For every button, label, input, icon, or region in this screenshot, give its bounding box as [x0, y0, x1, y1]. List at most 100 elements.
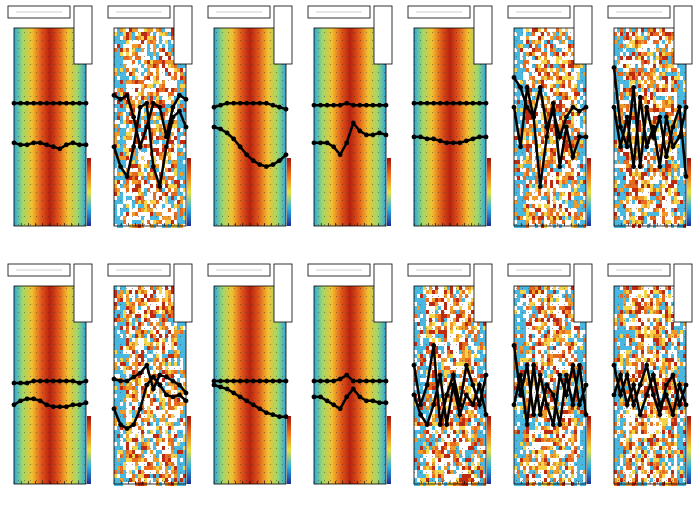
profile-point: [224, 130, 230, 136]
profile-point: [418, 100, 423, 106]
profile-point: [218, 102, 223, 108]
profile-point: [177, 92, 182, 98]
profile-point: [83, 378, 89, 384]
profile-point: [24, 396, 30, 402]
profile-point: [263, 164, 269, 170]
profile-point: [18, 142, 23, 148]
profile-point: [577, 134, 582, 140]
profile-point: [583, 104, 589, 110]
profile-point: [277, 104, 282, 110]
profile-point: [170, 114, 176, 120]
profile-point: [531, 114, 537, 120]
profile-point: [83, 142, 89, 148]
profile-point: [418, 134, 423, 140]
profile-point: [411, 100, 417, 106]
profile-point: [483, 100, 489, 106]
profile-point: [518, 85, 523, 90]
profile-point: [463, 100, 469, 106]
profile-point: [57, 404, 63, 410]
profile-point: [18, 100, 23, 106]
profile-point: [244, 152, 250, 158]
profile-point: [357, 102, 363, 108]
profile-point: [324, 140, 330, 146]
profile-point: [31, 378, 37, 384]
profile-point: [50, 404, 56, 410]
profile-point: [457, 140, 463, 146]
profile-point: [524, 85, 530, 90]
profile-point: [337, 152, 343, 158]
profile-point: [570, 104, 576, 110]
stats-box: [73, 263, 93, 323]
profile-point: [124, 174, 130, 179]
profile-point: [11, 402, 17, 408]
profile-point: [577, 108, 582, 114]
palette: [87, 158, 91, 226]
profile-point: [157, 184, 163, 189]
profile-point: [611, 104, 617, 110]
profile-point: [344, 100, 350, 106]
palette: [87, 416, 91, 484]
profile-point: [137, 104, 143, 110]
profile-point: [683, 104, 689, 110]
profile-point: [250, 158, 256, 164]
profile-point: [337, 102, 343, 108]
profile-point: [677, 134, 682, 140]
profile-point: [318, 140, 323, 146]
profile-point: [37, 398, 43, 404]
stats-box: [73, 5, 93, 65]
profile-point: [431, 136, 437, 142]
profile-point: [218, 126, 223, 132]
profile-point: [244, 100, 250, 106]
profile-point: [437, 100, 443, 106]
profile-point: [44, 100, 50, 106]
profile-point: [257, 162, 263, 168]
stats-box: [473, 5, 493, 65]
palette: [687, 158, 691, 226]
profile-point: [31, 140, 37, 146]
profile-point: [111, 144, 117, 150]
profile-point: [477, 134, 482, 140]
profile-point: [463, 138, 469, 144]
profile-point: [537, 184, 543, 189]
profile-point: [670, 124, 676, 130]
profile-point: [183, 124, 189, 130]
profile-point: [677, 104, 682, 110]
profile-point: [270, 102, 276, 108]
profile-point: [11, 140, 17, 146]
profile-point: [111, 92, 117, 98]
profile-point: [663, 154, 669, 160]
panel: [607, 5, 693, 228]
profile-point: [424, 100, 430, 106]
profile-point: [77, 402, 82, 408]
profile-point: [624, 144, 630, 150]
profile-point: [231, 100, 237, 106]
panel: [307, 5, 393, 227]
profile-point: [311, 102, 317, 108]
profile-point: [83, 100, 89, 106]
profile-point: [211, 104, 217, 110]
profile-point: [624, 114, 630, 120]
profile-point: [583, 134, 589, 140]
profile-point: [357, 128, 363, 134]
profile-point: [31, 396, 37, 402]
profile-point: [63, 142, 69, 148]
profile-point: [477, 100, 482, 106]
profile-point: [437, 138, 443, 144]
profile-point: [518, 144, 523, 150]
profile-point: [31, 100, 37, 106]
profile-point: [431, 100, 437, 106]
profile-point: [37, 378, 43, 384]
panel: [507, 5, 593, 228]
panel: [7, 263, 93, 485]
profile-point: [24, 100, 30, 106]
profile-point: [511, 75, 517, 80]
profile-point: [70, 378, 76, 384]
profile-point: [383, 132, 389, 138]
profile-point: [263, 100, 269, 106]
profile-point: [644, 104, 650, 110]
profile-point: [277, 158, 282, 164]
profile-point: [70, 100, 76, 106]
profile-point: [170, 104, 176, 110]
profile-point: [131, 114, 137, 120]
